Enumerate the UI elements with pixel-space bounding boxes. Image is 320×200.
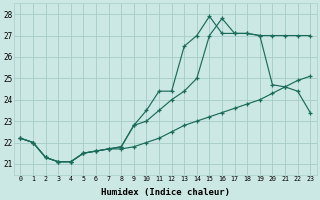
X-axis label: Humidex (Indice chaleur): Humidex (Indice chaleur) — [101, 188, 230, 197]
